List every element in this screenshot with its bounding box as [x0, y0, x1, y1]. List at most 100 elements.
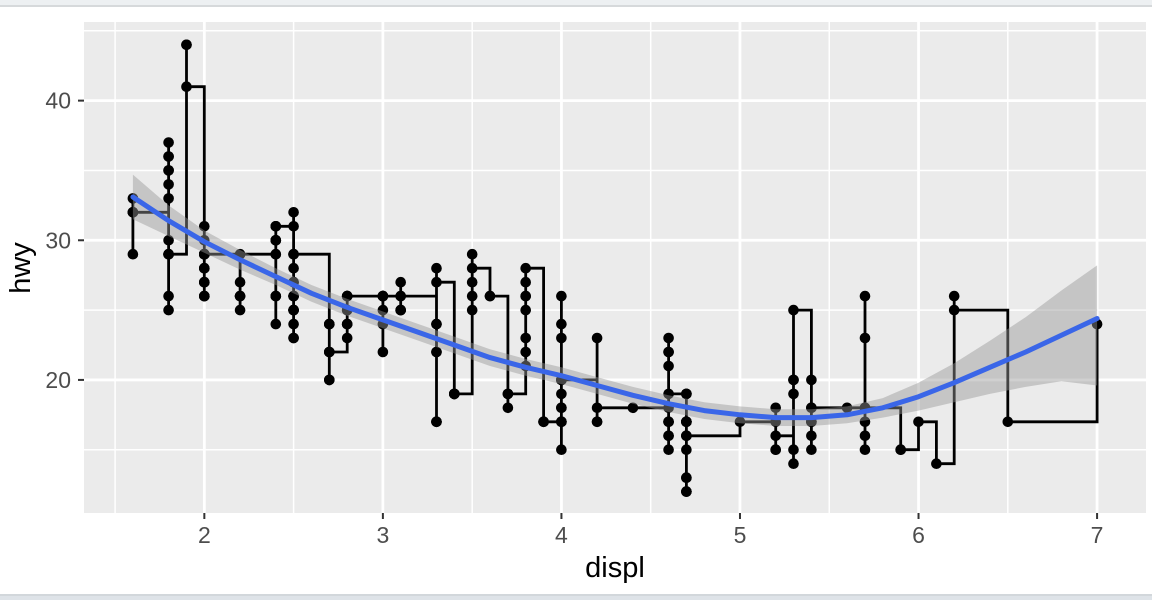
data-point — [127, 207, 139, 218]
data-point — [681, 388, 692, 400]
data-point — [431, 416, 442, 428]
data-point — [431, 318, 442, 330]
data-point — [395, 290, 407, 302]
data-point — [502, 388, 514, 400]
data-point — [288, 207, 299, 218]
smooth-path — [130, 194, 1100, 421]
data-point — [288, 290, 299, 302]
data-point — [859, 444, 871, 456]
data-point — [788, 304, 799, 316]
x-tick-label: 5 — [734, 522, 747, 548]
data-point — [377, 304, 389, 316]
data-point — [556, 416, 567, 428]
data-point — [270, 318, 282, 330]
axes: 2 3 4 5 6 7 20 30 40 — [45, 88, 1103, 548]
data-point — [788, 388, 799, 400]
data-point — [395, 276, 407, 288]
data-point — [127, 248, 139, 260]
data-point — [663, 444, 674, 456]
y-tick-label: 40 — [45, 88, 71, 114]
data-point — [502, 402, 514, 414]
data-point — [556, 318, 567, 330]
data-point — [859, 332, 871, 344]
data-point — [806, 444, 817, 456]
data-point — [520, 262, 531, 274]
data-point — [163, 165, 174, 176]
data-point — [341, 290, 353, 302]
pane-top-edge — [0, 0, 1152, 7]
x-tick-label: 6 — [912, 522, 925, 548]
data-point — [663, 416, 674, 428]
data-point — [770, 444, 781, 456]
data-point — [859, 290, 871, 302]
data-point — [466, 290, 478, 302]
data-point — [1002, 416, 1014, 428]
smooth-line — [130, 194, 1100, 421]
data-point — [199, 276, 210, 288]
data-point — [931, 458, 942, 470]
data-point — [163, 137, 174, 148]
data-point — [948, 304, 960, 316]
data-point — [163, 290, 174, 302]
data-point — [556, 332, 567, 344]
data-point — [466, 276, 478, 288]
data-point — [681, 444, 692, 456]
data-point — [288, 262, 299, 274]
data-point — [431, 276, 442, 288]
data-point — [681, 486, 692, 497]
data-point — [288, 332, 299, 344]
data-point — [270, 235, 282, 246]
data-point — [859, 430, 871, 442]
data-point — [341, 318, 353, 330]
data-point — [163, 179, 174, 190]
data-point — [806, 430, 817, 442]
data-point — [199, 248, 210, 260]
data-point — [324, 374, 335, 386]
data-point — [520, 304, 531, 316]
data-point — [181, 39, 192, 51]
data-point — [663, 360, 674, 372]
data-point — [466, 262, 478, 274]
data-point — [806, 374, 817, 386]
x-tick-label: 3 — [376, 522, 389, 548]
data-point — [234, 304, 246, 316]
data-point — [591, 416, 603, 428]
data-point — [199, 262, 210, 274]
x-tick-label: 7 — [1091, 522, 1104, 548]
data-point — [288, 248, 299, 260]
data-point — [449, 388, 460, 400]
data-point — [341, 332, 353, 344]
data-point — [466, 248, 478, 260]
data-point — [163, 248, 174, 260]
data-point — [288, 221, 299, 232]
data-point — [681, 416, 692, 428]
data-point — [556, 402, 567, 414]
y-axis-title: hwy — [5, 242, 37, 294]
data-point — [520, 276, 531, 288]
data-points — [127, 39, 1103, 497]
data-point — [270, 221, 282, 232]
data-point — [556, 444, 567, 456]
data-point — [770, 430, 781, 442]
data-point — [663, 346, 674, 358]
data-point — [520, 346, 531, 358]
data-point — [163, 151, 174, 162]
data-point — [270, 248, 282, 260]
data-point — [163, 304, 174, 316]
x-tick-label: 2 — [198, 522, 211, 548]
data-point — [663, 332, 674, 344]
data-point — [234, 290, 246, 302]
data-point — [431, 262, 442, 274]
data-point — [431, 346, 442, 358]
data-point — [377, 290, 389, 302]
data-point — [770, 402, 781, 414]
data-point — [788, 458, 799, 470]
data-point — [324, 318, 335, 330]
y-tick-label: 30 — [45, 227, 71, 253]
data-point — [466, 304, 478, 316]
data-point — [591, 402, 603, 414]
data-point — [520, 290, 531, 302]
data-point — [538, 416, 549, 428]
